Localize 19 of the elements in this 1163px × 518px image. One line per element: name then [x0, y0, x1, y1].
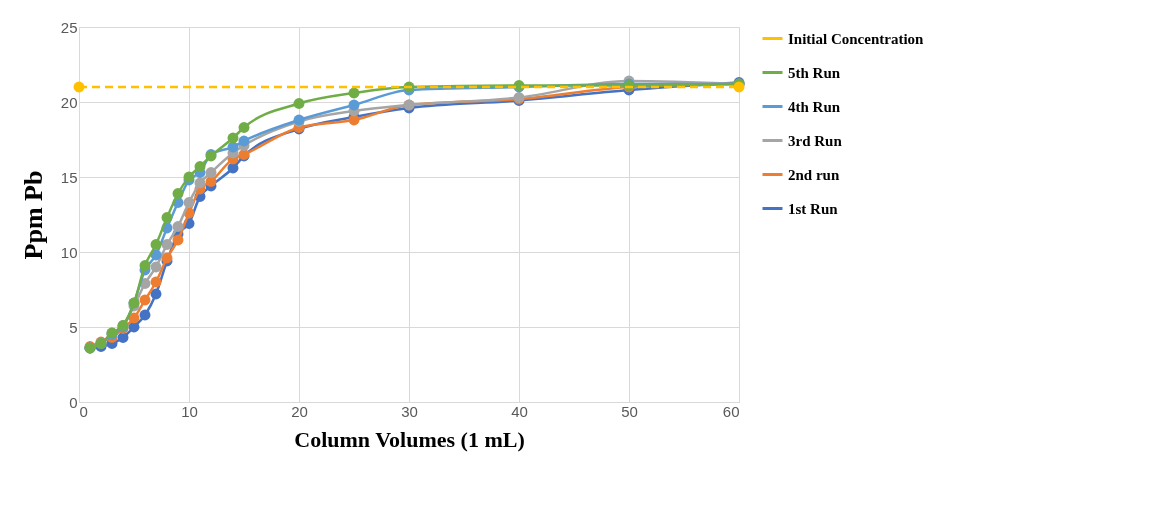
x-tick-label: 20 [291, 402, 308, 420]
legend-label: 2nd run [788, 166, 840, 183]
legend-label: 4th Run [788, 98, 841, 115]
legend-label: 5th Run [788, 64, 841, 81]
legend-label: 3rd Run [788, 132, 843, 149]
y-axis-title: Ppm Pb [18, 170, 48, 260]
x-tick-label: 40 [511, 402, 528, 420]
y-tick-label: 25 [60, 18, 78, 36]
y-tick-label: 5 [69, 318, 78, 336]
legend-label: 1st Run [788, 200, 839, 217]
y-tick-label: 20 [60, 93, 78, 111]
x-axis-title: Column Volumes (1 mL) [294, 426, 525, 452]
x-tick-label: 10 [181, 402, 198, 420]
x-tick-label: 60 [722, 402, 740, 420]
legend-label: Initial Concentration [788, 30, 925, 47]
x-tick-label: 50 [621, 402, 638, 420]
y-tick-label: 10 [60, 243, 78, 261]
y-tick-label: 15 [60, 168, 78, 186]
x-tick-label: 30 [401, 402, 418, 420]
